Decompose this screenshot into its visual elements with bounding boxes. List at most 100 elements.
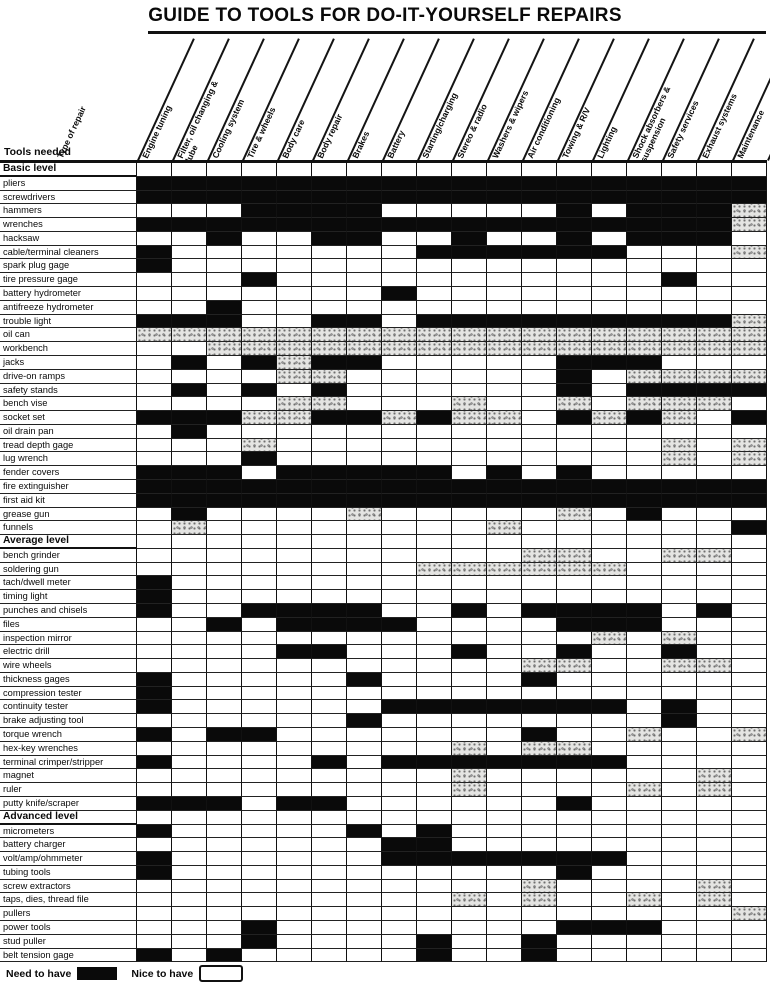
need-to-have-swatch: [77, 967, 118, 980]
matrix-cell: [452, 300, 487, 315]
matrix-cell: [487, 672, 522, 687]
tool-row-label: workbench: [0, 342, 137, 356]
matrix-cell: [172, 576, 207, 591]
matrix-cell: [697, 948, 732, 963]
matrix-cell: [277, 865, 312, 880]
matrix-cell: [592, 548, 627, 563]
matrix-cell: [382, 300, 417, 315]
matrix-cell: [697, 783, 732, 797]
matrix-cell: [662, 231, 697, 246]
matrix-cell: [522, 245, 557, 260]
matrix-cell: [207, 383, 242, 398]
matrix-cell: [312, 672, 347, 687]
matrix-cell: [592, 824, 627, 839]
matrix-cell: [627, 755, 662, 770]
matrix-cell: [207, 479, 242, 494]
matrix-cell: [277, 548, 312, 563]
matrix-cell: [732, 424, 767, 439]
matrix-cell: [137, 645, 172, 660]
matrix-cell: [522, 755, 557, 770]
matrix-cell: [347, 466, 382, 480]
matrix-cell: [662, 617, 697, 632]
matrix-cell: [662, 259, 697, 274]
tools-needed-label: Tools needed: [4, 146, 71, 158]
matrix-cell: [242, 397, 277, 412]
matrix-cell: [557, 934, 592, 949]
matrix-cell: [347, 397, 382, 412]
matrix-cell: [697, 163, 732, 177]
matrix-cell: [347, 521, 382, 536]
matrix-cell: [137, 576, 172, 591]
matrix-cell: [312, 521, 347, 536]
matrix-cell: [592, 493, 627, 508]
matrix-cell: [137, 273, 172, 288]
matrix-cell: [207, 590, 242, 604]
matrix-cell: [207, 300, 242, 315]
matrix-cell: [697, 617, 732, 632]
matrix-cell: [557, 920, 592, 935]
matrix-cell: [207, 507, 242, 522]
matrix-cell: [662, 190, 697, 205]
matrix-cell: [592, 783, 627, 797]
matrix-cell: [242, 686, 277, 701]
matrix-cell: [137, 686, 172, 701]
matrix-cell: [522, 672, 557, 687]
matrix-cell: [452, 934, 487, 949]
matrix-cell: [207, 796, 242, 811]
matrix-cell: [172, 907, 207, 921]
matrix-cell: [557, 259, 592, 274]
matrix-cell: [207, 369, 242, 384]
matrix-cell: [382, 852, 417, 866]
matrix-cell: [662, 342, 697, 356]
matrix-cell: [522, 342, 557, 356]
matrix-cell: [732, 479, 767, 494]
matrix-cell: [662, 741, 697, 756]
matrix-cell: [452, 218, 487, 232]
matrix-cell: [312, 507, 347, 522]
matrix-cell: [347, 686, 382, 701]
matrix-cell: [627, 617, 662, 632]
matrix-cell: [557, 218, 592, 232]
matrix-cell: [137, 383, 172, 398]
matrix-cell: [312, 576, 347, 591]
matrix-cell: [662, 590, 697, 604]
matrix-cell: [732, 466, 767, 480]
matrix-cell: [312, 452, 347, 467]
matrix-cell: [522, 562, 557, 577]
matrix-cell: [207, 879, 242, 894]
matrix-cell: [732, 686, 767, 701]
matrix-cell: [207, 617, 242, 632]
matrix-cell: [207, 604, 242, 618]
matrix-cell: [592, 204, 627, 219]
matrix-cell: [242, 259, 277, 274]
matrix-cell: [732, 934, 767, 949]
matrix-cell: [312, 493, 347, 508]
matrix-cell: [522, 411, 557, 425]
matrix-cell: [452, 920, 487, 935]
matrix-cell: [242, 796, 277, 811]
matrix-cell: [312, 342, 347, 356]
matrix-cell: [172, 424, 207, 439]
matrix-cell: [172, 548, 207, 563]
matrix-cell: [382, 548, 417, 563]
matrix-cell: [242, 479, 277, 494]
matrix-cell: [662, 865, 697, 880]
matrix-cell: [172, 796, 207, 811]
matrix-cell: [347, 796, 382, 811]
matrix-cell: [207, 810, 242, 825]
matrix-cell: [172, 204, 207, 219]
matrix-cell: [347, 907, 382, 921]
matrix-cell: [137, 741, 172, 756]
matrix-cell: [452, 893, 487, 908]
tool-row-label: ruler: [0, 783, 137, 797]
tool-row-label: hacksaw: [0, 231, 137, 246]
matrix-cell: [417, 535, 452, 549]
matrix-cell: [207, 700, 242, 715]
tool-row-label: micrometers: [0, 824, 137, 839]
matrix-cell: [347, 383, 382, 398]
matrix-cell: [452, 617, 487, 632]
matrix-cell: [347, 355, 382, 370]
matrix-cell: [242, 535, 277, 549]
matrix-cell: [662, 783, 697, 797]
matrix-cell: [487, 342, 522, 356]
